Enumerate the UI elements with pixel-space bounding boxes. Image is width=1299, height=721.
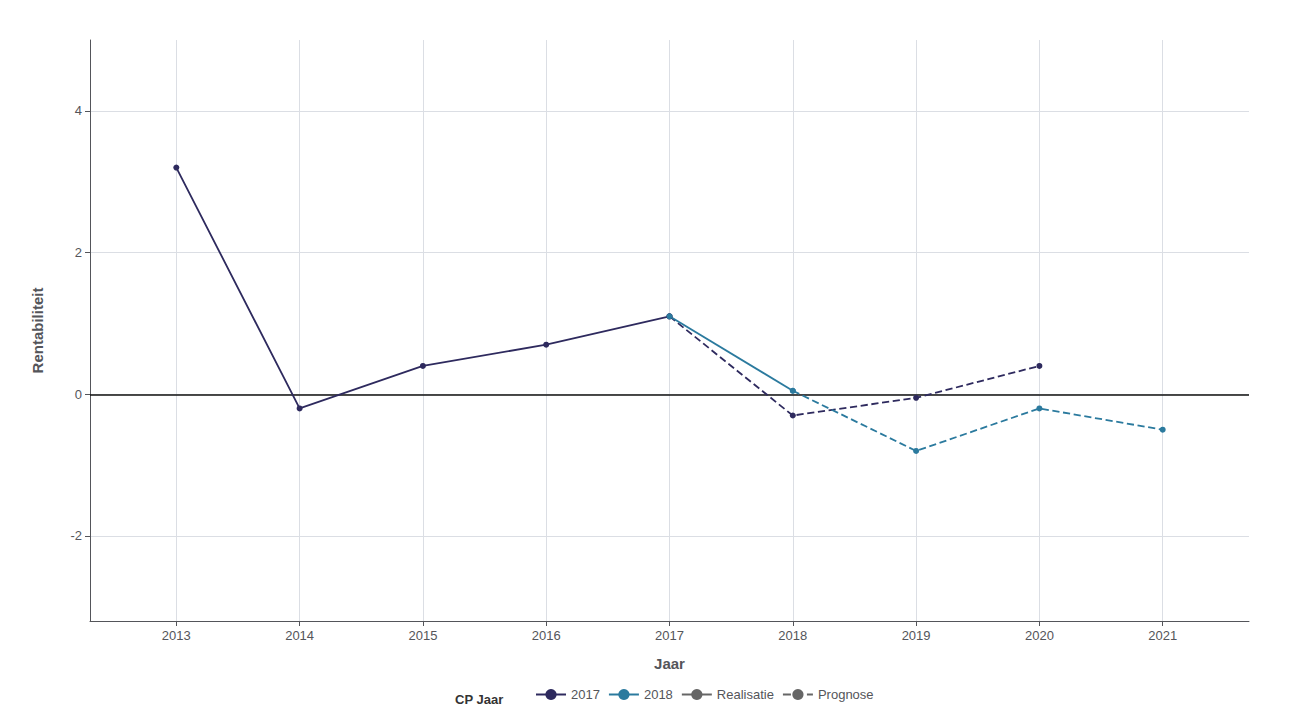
svg-text:2013: 2013 <box>162 628 191 643</box>
svg-text:Rentabiliteit: Rentabiliteit <box>29 288 46 374</box>
svg-text:Prognose: Prognose <box>818 687 874 702</box>
svg-text:2017: 2017 <box>655 628 684 643</box>
svg-text:2016: 2016 <box>532 628 561 643</box>
svg-text:2017: 2017 <box>571 687 600 702</box>
svg-text:2018: 2018 <box>778 628 807 643</box>
svg-text:Jaar: Jaar <box>654 655 685 672</box>
svg-text:2: 2 <box>75 245 82 260</box>
svg-text:2021: 2021 <box>1148 628 1177 643</box>
svg-text:2015: 2015 <box>408 628 437 643</box>
svg-text:0: 0 <box>75 387 82 402</box>
svg-text:2019: 2019 <box>902 628 931 643</box>
svg-text:2018: 2018 <box>644 687 673 702</box>
svg-text:CP Jaar: CP Jaar <box>455 692 503 707</box>
svg-text:4: 4 <box>75 103 82 118</box>
svg-text:-2: -2 <box>70 528 82 543</box>
svg-text:2014: 2014 <box>285 628 314 643</box>
svg-text:2020: 2020 <box>1025 628 1054 643</box>
svg-text:Realisatie: Realisatie <box>717 687 774 702</box>
